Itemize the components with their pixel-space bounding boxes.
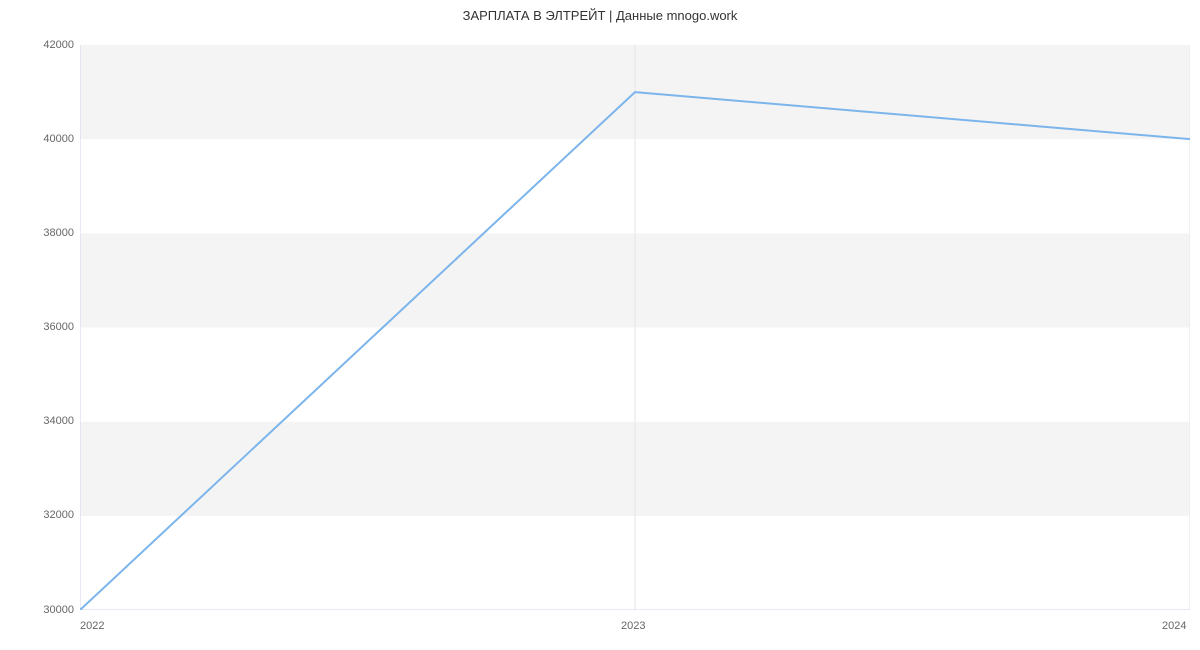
- chart-svg: [80, 45, 1190, 610]
- x-tick-label: 2022: [80, 620, 104, 632]
- y-tick-label: 30000: [43, 604, 74, 616]
- y-tick-label: 34000: [43, 415, 74, 427]
- x-tick-label: 2024: [1162, 620, 1186, 632]
- y-tick-label: 32000: [43, 509, 74, 521]
- y-tick-label: 36000: [43, 321, 74, 333]
- chart-title: ЗАРПЛАТА В ЭЛТРЕЙТ | Данные mnogo.work: [0, 8, 1200, 23]
- y-tick-label: 42000: [43, 39, 74, 51]
- y-tick-label: 38000: [43, 227, 74, 239]
- x-tick-label: 2023: [621, 620, 645, 632]
- chart-area: [80, 45, 1190, 610]
- y-tick-label: 40000: [43, 133, 74, 145]
